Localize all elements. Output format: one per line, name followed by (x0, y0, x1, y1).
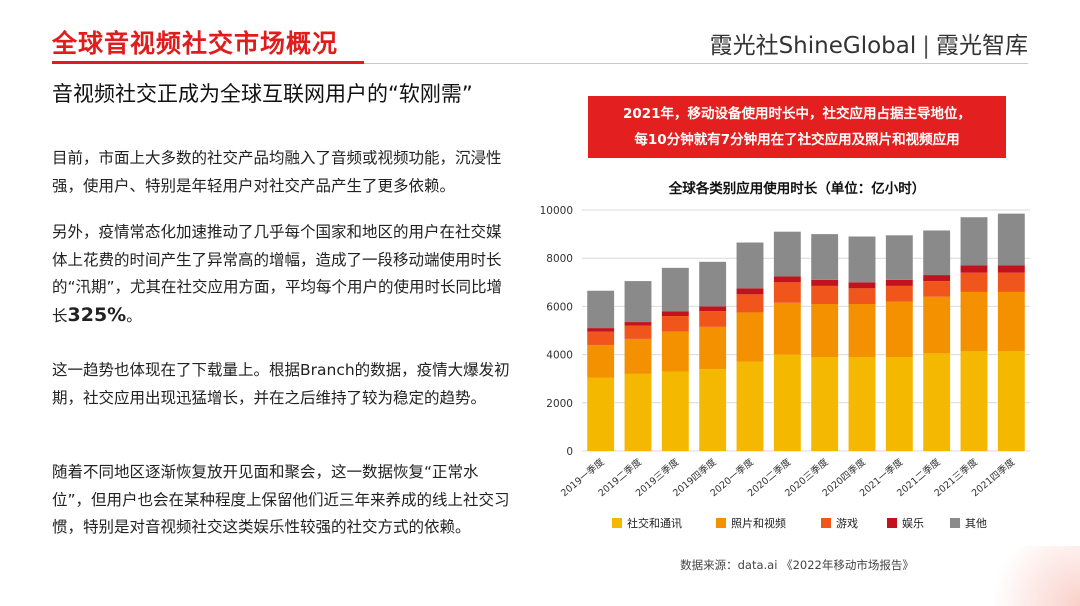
page-title: 全球音视频社交市场概况 (52, 29, 339, 58)
banner-line-2: 每10分钟就有7分钟用在了社交应用及照片和视频应用 (634, 132, 960, 148)
bar-segment (997, 291, 1025, 351)
legend-label: 其他 (965, 517, 987, 530)
paragraph-2-end: 。 (126, 306, 142, 325)
legend-label: 游戏 (836, 517, 858, 530)
bar-segment (699, 261, 727, 307)
bar-segment (587, 331, 615, 345)
bar-segment (661, 316, 689, 332)
bar-segment (923, 230, 951, 276)
bar-segment (773, 354, 801, 451)
highlight-banner: 2021年，移动设备使用时长中，社交应用占据主导地位， 每10分钟就有7分钟用在… (588, 96, 1006, 158)
bar-segment (923, 353, 951, 451)
legend-swatch (612, 518, 622, 528)
bar-segment (960, 291, 988, 351)
bar-segment (885, 301, 913, 358)
paragraph-4: 随着不同地区逐渐恢复放开见面和聚会，这一数据恢复“正常水位”，但用户也会在某种程… (52, 463, 510, 536)
growth-highlight: 325% (67, 303, 127, 326)
bar-segment (848, 303, 876, 358)
bar-segment (997, 213, 1025, 266)
bar-segment (624, 281, 652, 323)
bar-segment (885, 357, 913, 451)
header-divider (364, 63, 1028, 64)
bar-segment (997, 350, 1025, 451)
banner-line-1: 2021年，移动设备使用时长中，社交应用占据主导地位， (622, 106, 972, 122)
bar-segment (997, 265, 1025, 273)
bar-segment (624, 373, 652, 451)
paragraph-2: 另外，疫情常态化加速推动了几乎每个国家和地区的用户在社交媒体上花费的时间产生了异… (52, 219, 512, 330)
bar-segment (885, 279, 913, 286)
y-tick-label: 2000 (546, 398, 573, 410)
bar-segment (997, 272, 1025, 292)
bar-segment (960, 265, 988, 273)
bar-segment (736, 294, 764, 313)
bar-segment (811, 285, 839, 304)
bar-segment (773, 302, 801, 355)
bar-segment (624, 322, 652, 326)
bar-segment (736, 242, 764, 289)
bar-segment (811, 279, 839, 286)
bar-segment (699, 311, 727, 327)
brand-separator: | (922, 33, 930, 59)
bar-segment (773, 231, 801, 277)
bar-segment (960, 217, 988, 266)
legend-swatch (950, 518, 960, 528)
bar-segment (923, 281, 951, 297)
data-source: 数据来源：data.ai 《2022年移动市场报告》 (680, 558, 914, 572)
bar-segment (773, 282, 801, 303)
brand-logo: 霞光社ShineGlobal | 霞光智库 (710, 26, 1028, 60)
y-tick-label: 0 (566, 446, 573, 458)
bar-segment (661, 311, 689, 317)
bar-segment (624, 325, 652, 339)
bar-segment (960, 272, 988, 292)
section-subtitle: 音视频社交正成为全球互联网用户的“软刚需” (52, 82, 473, 106)
bar-segment (848, 288, 876, 304)
paragraph-2-text: 另外，疫情常态化加速推动了几乎每个国家和地区的用户在社交媒体上花费的时间产生了异… (52, 223, 503, 325)
bar-segment (811, 234, 839, 280)
bar-segment (773, 276, 801, 283)
title-underline (52, 61, 364, 64)
legend-label: 娱乐 (902, 516, 924, 530)
y-tick-label: 10000 (540, 205, 573, 217)
legend-label: 照片和视频 (731, 516, 786, 530)
y-tick-label: 6000 (546, 301, 573, 313)
paragraph-3: 这一趋势也体现在了下载量上。根据Branch的数据，疫情大爆发初期，社交应用出现… (52, 361, 510, 407)
brand-name: 霞光社ShineGlobal (709, 33, 917, 59)
bar-segment (587, 328, 615, 332)
bar-segment (624, 338, 652, 374)
bar-segment (661, 331, 689, 372)
bar-segment (587, 344, 615, 378)
y-tick-label: 8000 (546, 253, 573, 265)
y-tick-label: 4000 (546, 350, 573, 362)
bar-segment (923, 275, 951, 282)
brand-think-tank: 霞光智库 (936, 33, 1028, 59)
bar-segment (848, 236, 876, 283)
bar-segment (736, 288, 764, 295)
bar-segment (661, 267, 689, 312)
bar-segment (923, 296, 951, 354)
bar-segment (811, 357, 839, 451)
legend-swatch (821, 518, 831, 528)
bar-segment (587, 290, 615, 329)
paragraph-1: 目前，市面上大多数的社交产品均融入了音频或视频功能，沉浸性强，使用户、特别是年轻… (52, 149, 502, 195)
legend-swatch (716, 518, 726, 528)
bar-segment (699, 326, 727, 370)
bar-segment (699, 306, 727, 312)
chart-title: 全球各类别应用使用时长（单位：亿小时） (668, 181, 926, 197)
legend-label: 社交和通讯 (627, 516, 682, 530)
bar-segment (661, 371, 689, 451)
bar-segment (736, 361, 764, 451)
bar-segment (885, 235, 913, 280)
bar-segment (848, 282, 876, 289)
bar-segment (736, 312, 764, 362)
bar-segment (960, 350, 988, 451)
bar-segment (699, 369, 727, 451)
corner-decoration (970, 546, 1080, 606)
bar-segment (587, 377, 615, 451)
bar-segment (848, 357, 876, 451)
bar-segment (811, 303, 839, 358)
bar-segment (885, 285, 913, 302)
legend-swatch (887, 518, 897, 528)
